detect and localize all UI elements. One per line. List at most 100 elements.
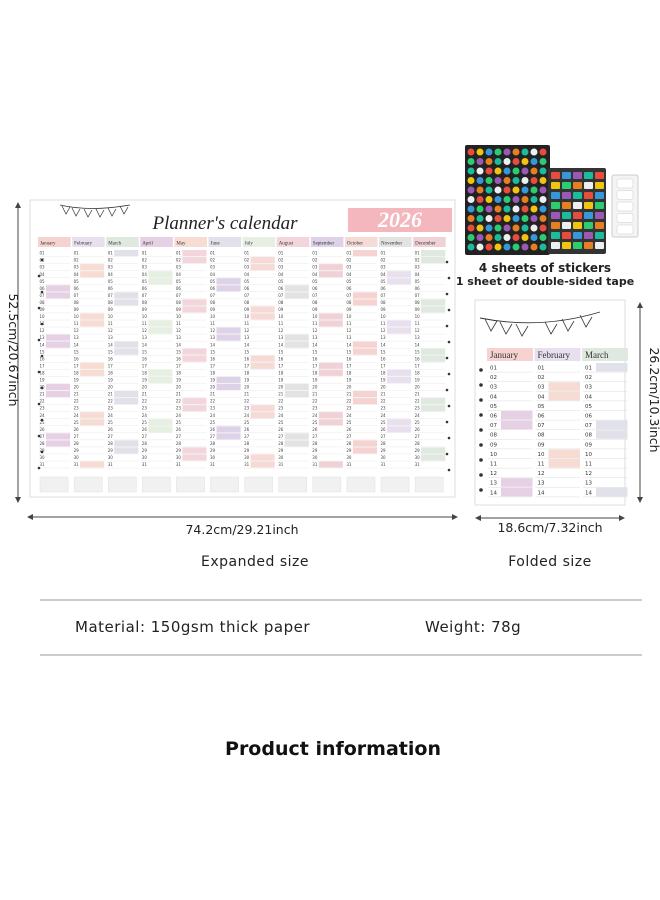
day-number: 10: [381, 314, 387, 319]
day-number: 11: [278, 321, 284, 326]
day-number: 04: [176, 272, 182, 277]
day-shade: [318, 369, 343, 376]
day-number: 13: [312, 335, 318, 340]
sticker: [512, 243, 520, 251]
day-number: 04: [381, 272, 387, 277]
folded-width: 18.6cm/7.32inch: [497, 520, 602, 535]
day-shade: [421, 348, 446, 355]
day-number: 31: [415, 462, 421, 467]
binding-dot: [40, 418, 44, 422]
day-number: 02: [381, 258, 387, 263]
sticker: [476, 196, 484, 203]
day-shade: [80, 320, 105, 327]
day-number: 04: [244, 272, 250, 277]
sticker: [476, 167, 484, 175]
day-shade: [284, 383, 309, 390]
sticker: [530, 224, 538, 232]
day-number: 12: [74, 328, 80, 333]
month-header: [38, 237, 71, 247]
day-number: 27: [176, 434, 182, 439]
day-number: 18: [142, 370, 148, 375]
day-shade: [387, 426, 412, 433]
day-number: 22: [176, 399, 182, 404]
day-number: 06: [415, 286, 421, 291]
day-number: 08: [415, 300, 421, 305]
sticker: [573, 212, 582, 219]
day-shade: [352, 391, 377, 398]
day-shade: [148, 376, 173, 383]
day-number: 07: [278, 293, 284, 298]
month-header: [72, 237, 105, 247]
day-number: 24: [346, 413, 352, 418]
month-header: [487, 348, 533, 361]
tape-piece: [616, 178, 634, 189]
day-shade: [182, 348, 207, 355]
day-number: 30: [415, 455, 421, 460]
sticker: [584, 202, 593, 209]
day-number: 13: [74, 335, 80, 340]
day-number: 26: [244, 427, 250, 432]
day-shade: [250, 355, 275, 362]
day-number: 22: [40, 399, 46, 404]
day-number: 18: [108, 370, 114, 375]
day-number: 19: [108, 378, 114, 383]
sticker: [512, 224, 520, 232]
sticker: [584, 192, 593, 199]
day-number: 07: [538, 423, 545, 429]
day-number: 24: [40, 413, 46, 418]
sticker: [503, 158, 511, 165]
sticker: [530, 196, 538, 203]
day-number: 16: [312, 356, 318, 361]
day-number: 30: [210, 455, 216, 460]
day-number: 11: [210, 321, 216, 326]
day-number: 28: [176, 441, 182, 446]
day-number: 29: [176, 448, 182, 453]
day-number: 09: [585, 442, 592, 448]
day-number: 31: [312, 462, 318, 467]
sticker: [595, 212, 604, 219]
day-number: 10: [538, 452, 545, 458]
binding-dot: [447, 308, 451, 312]
day-shade: [596, 420, 628, 430]
binding-dot: [479, 368, 483, 372]
day-number: 08: [381, 300, 387, 305]
sticker: [551, 182, 560, 189]
day-number: 26: [176, 427, 182, 432]
day-number: 25: [176, 420, 182, 425]
day-number: 19: [176, 378, 182, 383]
day-number: 12: [490, 471, 497, 477]
day-number: 23: [74, 406, 80, 411]
day-number: 09: [142, 307, 148, 312]
day-number: 24: [210, 413, 216, 418]
day-number: 16: [346, 356, 352, 361]
day-number: 14: [312, 342, 318, 347]
binding-dot: [37, 274, 41, 278]
day-number: 01: [244, 251, 250, 256]
sticker: [530, 234, 538, 241]
day-number: 08: [108, 300, 114, 305]
day-number: 12: [210, 328, 216, 333]
day-number: 16: [210, 356, 216, 361]
day-number: 10: [142, 314, 148, 319]
sticker: [476, 158, 484, 165]
sticker: [503, 196, 511, 203]
binding-dot: [447, 404, 451, 408]
day-shade: [387, 320, 412, 327]
day-shade: [114, 348, 139, 355]
day-number: 13: [538, 481, 545, 487]
day-number: 08: [346, 300, 352, 305]
sticker: [562, 212, 571, 219]
day-number: 05: [538, 404, 545, 410]
day-number: 07: [244, 293, 250, 298]
day-number: 12: [108, 328, 114, 333]
binding-dot: [447, 436, 451, 440]
day-shade: [501, 420, 533, 430]
binding-dot: [37, 402, 41, 406]
day-number: 27: [108, 434, 114, 439]
month-name: April: [142, 242, 153, 247]
day-shade: [387, 278, 412, 285]
month-header: [174, 237, 207, 247]
sticker: [467, 243, 475, 251]
day-number: 06: [210, 286, 216, 291]
